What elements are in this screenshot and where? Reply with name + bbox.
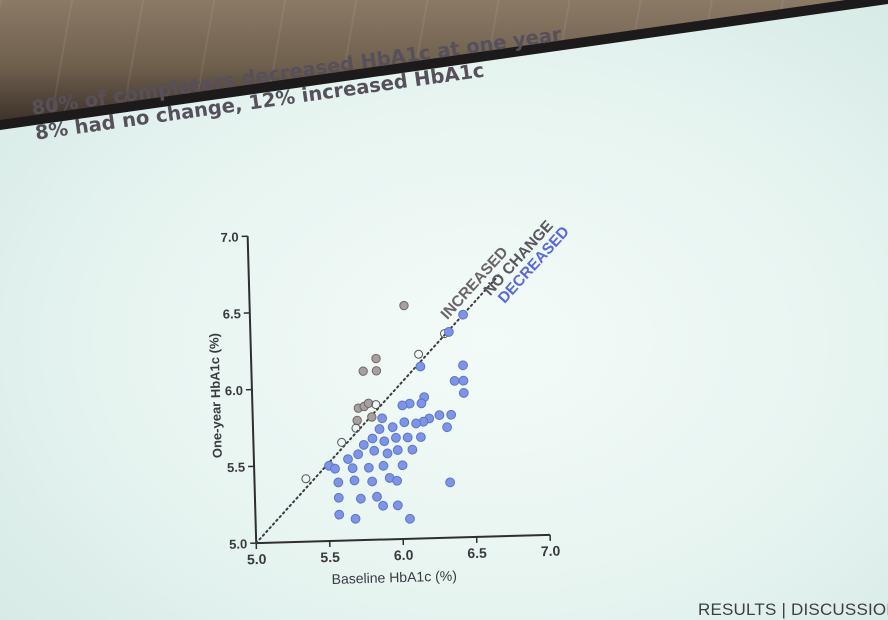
x-tick-label: 5.0 [247, 551, 267, 568]
data-point-decreased [333, 492, 344, 503]
data-point-decreased [458, 309, 468, 320]
data-point-decreased [350, 513, 361, 524]
data-point-decreased [358, 439, 369, 450]
data-point-decreased [349, 475, 360, 486]
data-point-increased [399, 300, 409, 311]
data-point-decreased [415, 361, 426, 372]
data-point-decreased [392, 475, 403, 486]
data-point-decreased [330, 463, 340, 474]
data-point-increased [352, 415, 362, 426]
data-point-decreased [449, 376, 460, 386]
data-point-decreased [379, 436, 390, 447]
data-point-decreased [378, 460, 389, 471]
data-point-decreased [372, 491, 382, 502]
data-point-decreased [411, 418, 422, 429]
data-point-decreased [392, 500, 403, 511]
data-point-decreased [434, 410, 445, 421]
data-point-decreased [367, 476, 378, 487]
data-point-decreased [443, 327, 454, 337]
data-point-increased [358, 366, 368, 376]
data-point-decreased [378, 500, 389, 511]
x-tick-label: 6.5 [467, 545, 487, 562]
data-point-decreased [399, 417, 410, 428]
y-tick-label: 6.5 [223, 306, 241, 321]
x-tick-label: 7.0 [541, 543, 561, 560]
x-tick-label: 6.0 [394, 547, 414, 564]
y-tick-label: 7.0 [220, 229, 238, 244]
data-point-decreased [387, 422, 398, 433]
y-axis-label: One-year HbA1c (%) [206, 333, 224, 458]
data-point-increased [367, 412, 377, 422]
data-point-decreased [333, 477, 344, 488]
data-point-decreased [402, 432, 413, 443]
data-point-decreased [446, 409, 457, 420]
no-change-line [255, 274, 500, 545]
data-point-decreased [397, 400, 408, 411]
data-point-decreased [334, 509, 345, 520]
data-point-decreased [343, 454, 353, 465]
data-point-decreased [442, 422, 452, 433]
data-point-decreased [445, 477, 456, 488]
data-point-decreased [374, 424, 385, 434]
data-point-decreased [458, 360, 468, 371]
data-point-no-change [414, 349, 424, 359]
slide-footer: RESULTS | DISCUSSION [698, 600, 888, 619]
x-axis-label: Baseline HbA1c (%) [331, 567, 457, 586]
data-point-no-change [337, 437, 347, 447]
data-point-decreased [458, 375, 469, 386]
data-point-decreased [416, 432, 426, 443]
data-point-decreased [363, 462, 374, 473]
data-point-decreased [355, 493, 366, 504]
y-tick-label: 5.0 [229, 536, 247, 551]
data-point-decreased [407, 444, 418, 455]
y-tick-label: 5.5 [227, 460, 245, 475]
data-point-increased [363, 398, 374, 408]
y-tick-label: 6.0 [225, 383, 243, 398]
x-tick-label: 5.5 [320, 549, 340, 566]
data-point-decreased [369, 445, 380, 456]
data-point-decreased [353, 449, 364, 460]
data-point-decreased [397, 460, 408, 471]
data-point-decreased [382, 448, 393, 459]
data-point-decreased [416, 398, 427, 409]
data-point-increased [371, 353, 381, 364]
data-point-decreased [391, 432, 401, 443]
data-point-decreased [458, 388, 469, 398]
data-point-decreased [405, 513, 415, 524]
data-point-decreased [347, 463, 358, 474]
data-point-no-change [301, 474, 311, 484]
data-point-no-change [371, 400, 381, 410]
data-point-increased [371, 366, 382, 376]
data-point-decreased [392, 445, 403, 455]
data-point-decreased [367, 433, 378, 444]
data-point-no-change [351, 423, 361, 433]
data-point-decreased [377, 413, 388, 424]
